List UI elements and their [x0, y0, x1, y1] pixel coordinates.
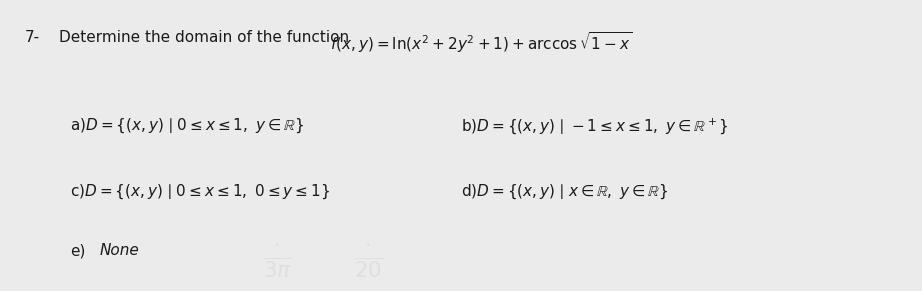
Text: $\frac{\cdot}{3\pi}$: $\frac{\cdot}{3\pi}$: [263, 242, 291, 280]
Text: c)$D = \{(x,y)\mid 0 \leq x \leq 1,\ 0 \leq y \leq 1\}$: c)$D = \{(x,y)\mid 0 \leq x \leq 1,\ 0 \…: [70, 183, 330, 201]
Text: a)$D = \{(x,y)\mid 0 \leq x \leq 1,\ y\in \mathbb{R}\}$: a)$D = \{(x,y)\mid 0 \leq x \leq 1,\ y\i…: [70, 117, 304, 135]
Text: b)$D = \{(x,y)\mid -1 \leq x \leq 1,\ y\in \mathbb{R}^+\}$: b)$D = \{(x,y)\mid -1 \leq x \leq 1,\ y\…: [461, 117, 728, 136]
Text: 7-: 7-: [24, 30, 40, 45]
Text: Determine the domain of the function: Determine the domain of the function: [59, 30, 354, 45]
Text: e): e): [70, 244, 86, 258]
Text: $\frac{\cdot}{20}$: $\frac{\cdot}{20}$: [354, 242, 384, 280]
Text: None: None: [100, 244, 139, 258]
Text: $f(x, y) = \ln(x^2 + 2y^2 + 1) + \arccos \sqrt{1-x}$: $f(x, y) = \ln(x^2 + 2y^2 + 1) + \arccos…: [330, 30, 632, 55]
Text: d)$D = \{(x,y)\mid x\in \mathbb{R},\ y\in \mathbb{R}\}$: d)$D = \{(x,y)\mid x\in \mathbb{R},\ y\i…: [461, 183, 668, 201]
